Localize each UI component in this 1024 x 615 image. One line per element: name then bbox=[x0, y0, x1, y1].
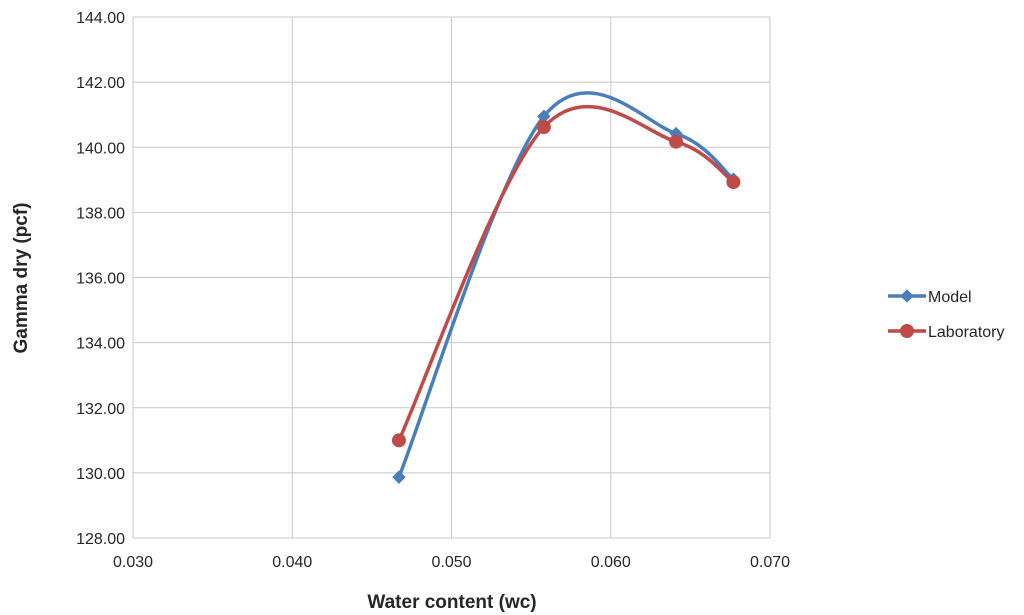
x-tick-label: 0.060 bbox=[591, 554, 631, 571]
series-line-model bbox=[397, 91, 736, 479]
legend-item-laboratory: Laboratory bbox=[888, 324, 1005, 341]
data-point-laboratory bbox=[536, 120, 551, 135]
y-axis-title: Gamma dry (pcf) bbox=[11, 203, 32, 354]
y-tick-label: 138.00 bbox=[76, 205, 125, 222]
y-tick-label: 128.00 bbox=[76, 531, 125, 548]
y-tick-label: 136.00 bbox=[76, 271, 125, 288]
y-tick-label: 132.00 bbox=[76, 401, 125, 418]
legend: Model Laboratory bbox=[888, 289, 1005, 341]
data-point-laboratory bbox=[391, 433, 406, 448]
y-tick-label: 140.00 bbox=[76, 140, 125, 157]
legend-marker bbox=[900, 324, 914, 338]
x-tick-label: 0.050 bbox=[431, 554, 471, 571]
legend-label: Model bbox=[928, 289, 972, 306]
legend-marker bbox=[900, 289, 914, 303]
y-tick-label: 130.00 bbox=[76, 466, 125, 483]
x-axis-title: Water content (wc) bbox=[367, 592, 536, 613]
grid-layer bbox=[132, 16, 771, 539]
tick-label-layer: 128.00 130.00 132.00 134.00 136.00 138.00 140.… bbox=[76, 10, 790, 571]
series-model bbox=[392, 91, 741, 484]
series-line-laboratory bbox=[397, 104, 736, 443]
legend-label: Laboratory bbox=[928, 324, 1005, 341]
x-tick-label: 0.030 bbox=[113, 554, 153, 571]
data-point-model bbox=[392, 470, 406, 484]
x-tick-label: 0.070 bbox=[750, 554, 790, 571]
series-laboratory bbox=[391, 104, 741, 448]
x-tick-label: 0.040 bbox=[272, 554, 312, 571]
legend-item-model: Model bbox=[888, 289, 972, 306]
y-tick-label: 144.00 bbox=[76, 10, 125, 27]
series-layer bbox=[391, 91, 741, 484]
y-tick-label: 134.00 bbox=[76, 336, 125, 353]
y-tick-label: 142.00 bbox=[76, 75, 125, 92]
data-point-laboratory bbox=[726, 175, 741, 190]
data-point-laboratory bbox=[669, 134, 684, 149]
